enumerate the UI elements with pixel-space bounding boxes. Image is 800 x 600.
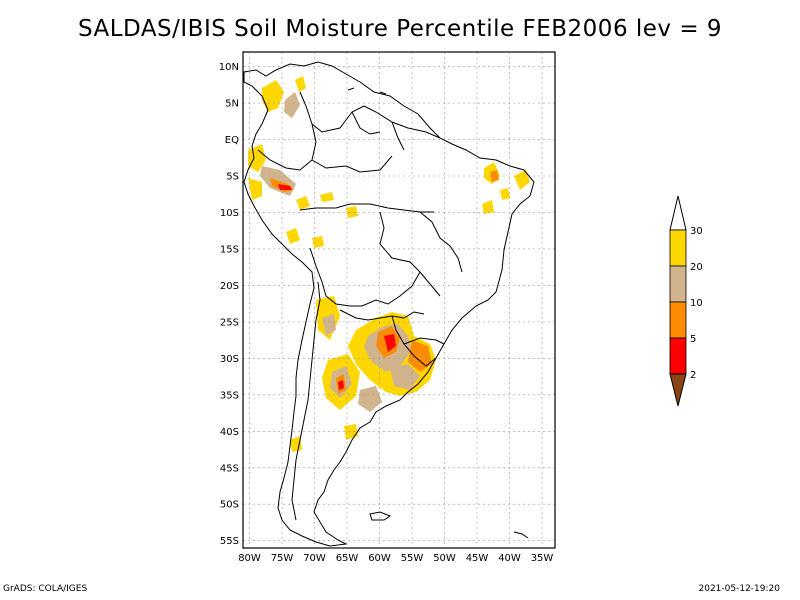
islands xyxy=(347,87,529,539)
soil-moisture-shading xyxy=(248,76,530,452)
lat-label: 55S xyxy=(220,536,239,547)
legend-swatch xyxy=(669,337,687,375)
lat-label: 50S xyxy=(220,500,239,511)
lat-label: 30S xyxy=(220,354,239,365)
legend-swatch-top xyxy=(669,195,687,231)
footer-right: 2021-05-12-19:20 xyxy=(698,584,781,594)
longitude-labels: 80W 75W 70W 65W 60W 55W 50W 45W 40W 35W xyxy=(238,553,553,564)
legend-swatch xyxy=(669,265,687,303)
lon-label: 60W xyxy=(368,553,391,564)
lat-label: 40S xyxy=(220,427,239,438)
lat-label: EQ xyxy=(225,135,239,146)
footer-left: GrADS: COLA/IGES xyxy=(3,584,88,594)
legend-label: 2 xyxy=(690,370,696,381)
lon-label: 40W xyxy=(498,553,521,564)
color-legend: 30 20 10 5 2 xyxy=(669,195,703,407)
legend-label: 20 xyxy=(690,262,703,273)
legend-swatch xyxy=(669,229,687,267)
lon-label: 75W xyxy=(271,553,294,564)
graticule xyxy=(243,52,555,548)
lat-label: 25S xyxy=(220,317,239,328)
lon-label: 80W xyxy=(238,553,261,564)
lat-label: 5N xyxy=(225,99,239,110)
legend-swatch-bottom xyxy=(669,373,687,407)
latitude-labels: 10N 5N EQ 5S 10S 15S 20S 25S 30S 35S 40S 45S 50S 55S xyxy=(219,62,239,547)
lon-label: 45W xyxy=(466,553,489,564)
lon-label: 70W xyxy=(303,553,326,564)
lat-label: 15S xyxy=(220,244,239,255)
lon-label: 50W xyxy=(433,553,456,564)
lat-label: 35S xyxy=(220,390,239,401)
lat-label: 5S xyxy=(226,172,239,183)
lat-label: 20S xyxy=(220,281,239,292)
map-title: SALDAS/IBIS Soil Moisture Percentile FEB… xyxy=(77,16,723,42)
lon-label: 55W xyxy=(401,553,424,564)
legend-label: 10 xyxy=(690,298,703,309)
lon-label: 65W xyxy=(336,553,359,564)
legend-label: 30 xyxy=(690,226,703,237)
map-frame xyxy=(242,51,556,549)
continent-outline xyxy=(243,61,535,547)
lat-label: 10N xyxy=(219,62,239,73)
legend-label: 5 xyxy=(690,334,696,345)
lat-label: 10S xyxy=(220,208,239,219)
lon-label: 35W xyxy=(531,553,554,564)
lat-label: 45S xyxy=(220,463,239,474)
legend-swatch xyxy=(669,301,687,339)
